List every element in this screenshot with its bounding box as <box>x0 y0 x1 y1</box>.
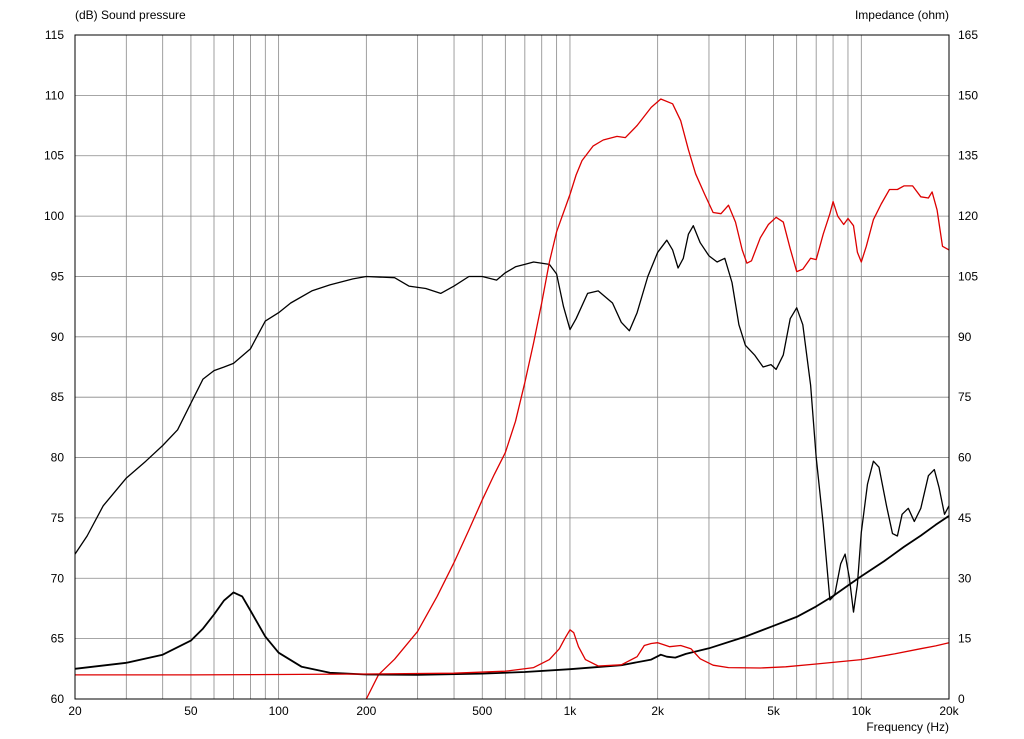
black-spl-curve <box>74 225 950 613</box>
y-left-tick-label: 115 <box>45 28 64 42</box>
grid-lines <box>75 35 949 699</box>
y-right-tick-label: 150 <box>958 88 978 102</box>
right-axis-title: Impedance (ohm) <box>855 8 949 22</box>
x-tick-label: 20 <box>68 704 82 718</box>
x-tick-label: 1k <box>564 704 578 718</box>
y-right-tick-label: 75 <box>958 390 972 404</box>
left-axis-title: (dB) Sound pressure <box>75 8 186 22</box>
x-tick-label: 5k <box>767 704 781 718</box>
x-axis-title: Frequency (Hz) <box>866 720 949 734</box>
x-tick-label: 200 <box>356 704 376 718</box>
y-left-tick-label: 70 <box>51 571 65 585</box>
y-right-tick-label: 90 <box>958 330 972 344</box>
y-left-tick-label: 75 <box>51 511 65 525</box>
y-left-tick-label: 95 <box>51 269 65 283</box>
y-right-tick-label: 60 <box>958 451 972 465</box>
tick-labels: 60 65 70 75 80 85 90 95 100 105 110 115 0 15 30 45 60 75 9… <box>44 28 978 718</box>
plot-frame <box>74 34 950 700</box>
x-tick-label: 100 <box>269 704 289 718</box>
red-impedance-curve <box>75 629 950 676</box>
y-left-tick-label: 80 <box>51 451 65 465</box>
y-left-tick-label: 85 <box>51 390 65 404</box>
y-left-tick-label: 60 <box>51 692 65 706</box>
x-tick-label: 10k <box>852 704 872 718</box>
y-left-tick-label: 110 <box>45 88 64 102</box>
black-impedance-curve <box>74 515 950 676</box>
y-left-tick-label: 90 <box>51 330 65 344</box>
x-tick-label: 50 <box>184 704 198 718</box>
y-left-tick-label: 100 <box>44 209 64 223</box>
y-right-tick-label: 165 <box>958 28 978 42</box>
x-tick-label: 500 <box>472 704 492 718</box>
y-right-tick-label: 0 <box>958 692 965 706</box>
y-right-tick-label: 120 <box>958 209 978 223</box>
x-tick-label: 20k <box>939 704 959 718</box>
y-left-tick-label: 65 <box>51 632 65 646</box>
y-right-tick-label: 30 <box>958 571 972 585</box>
y-right-tick-label: 15 <box>958 632 972 646</box>
red-spl-curve <box>365 98 950 700</box>
y-right-tick-label: 105 <box>958 269 978 283</box>
x-tick-label: 2k <box>651 704 665 718</box>
y-left-tick-label: 105 <box>44 149 64 163</box>
y-right-tick-label: 135 <box>958 149 978 163</box>
y-right-tick-label: 45 <box>958 511 972 525</box>
series-group <box>74 98 950 700</box>
